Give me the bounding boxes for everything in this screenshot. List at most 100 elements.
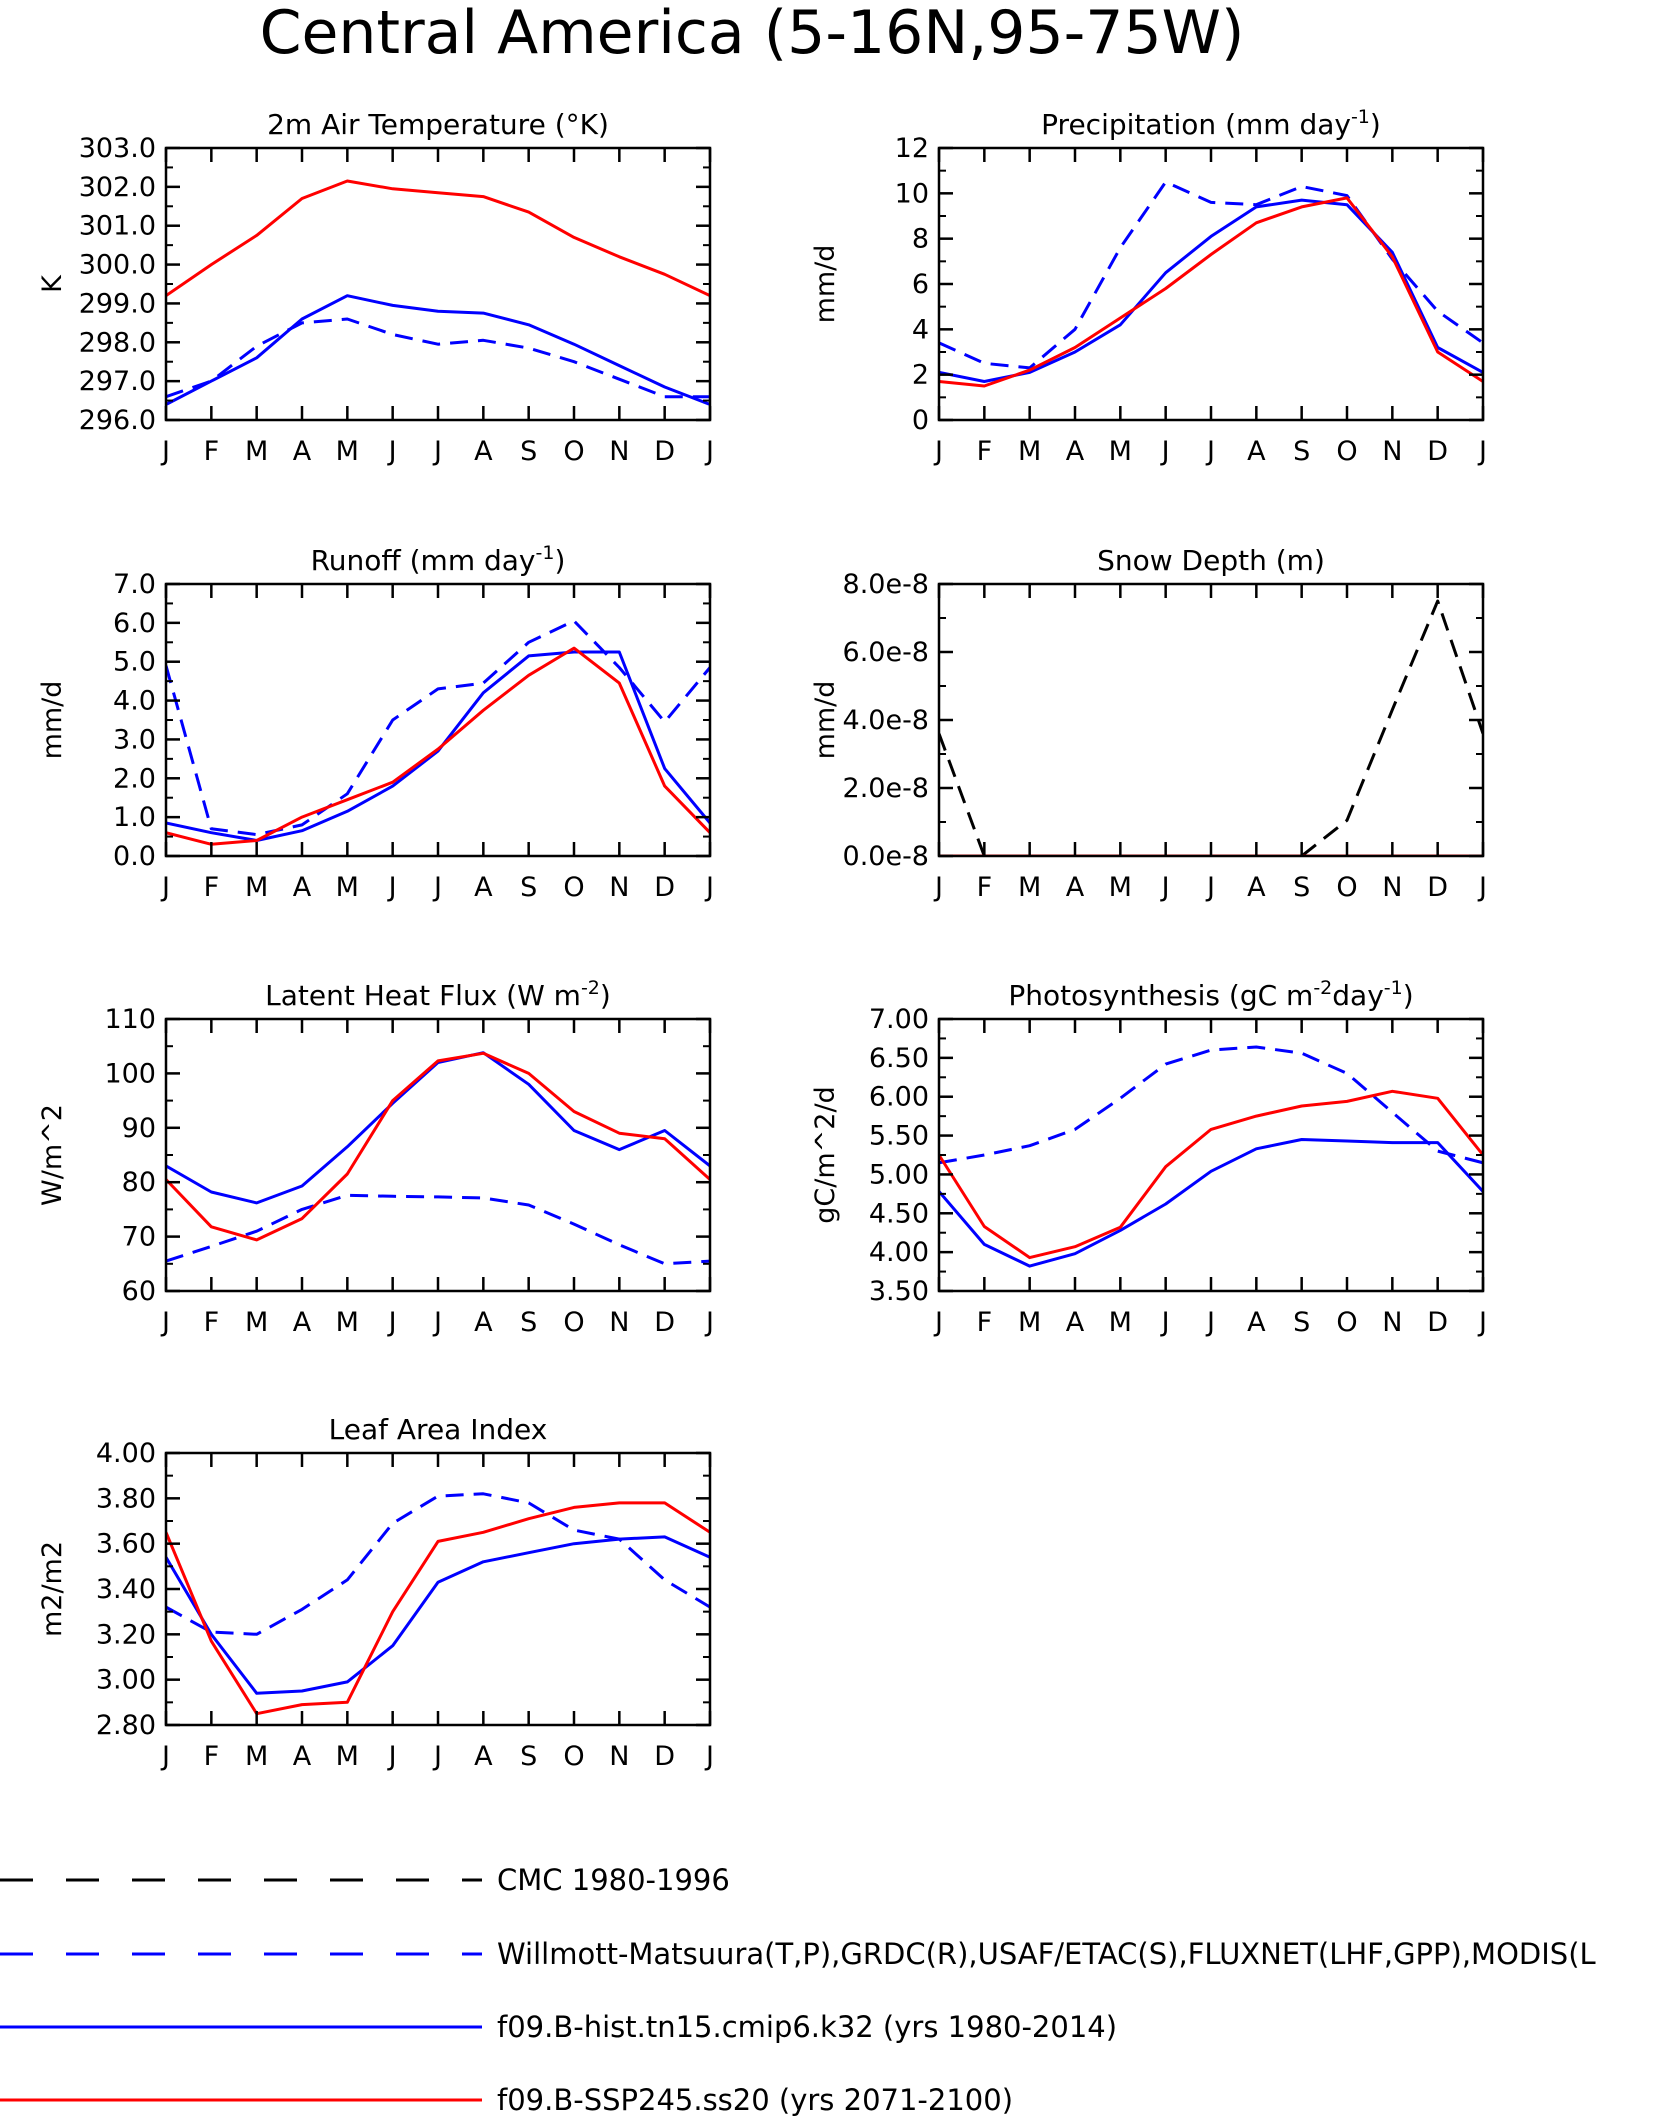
x-tick-label: O: [563, 436, 584, 467]
x-tick-label: M: [1109, 872, 1132, 903]
x-tick-label: M: [336, 436, 359, 467]
x-tick-label: S: [1293, 1307, 1310, 1338]
y-tick-label: 10: [895, 178, 929, 209]
x-tick-label: A: [474, 1741, 493, 1772]
chart-panels: 2m Air Temperature (°K) Willmott-Matsuura…: [37, 106, 1487, 1772]
y-tick-label: 3.60: [96, 1529, 156, 1560]
x-tick-label: D: [654, 1307, 675, 1338]
x-tick-label: J: [387, 436, 397, 467]
legend-label-cmc: CMC 1980-1996: [497, 1863, 730, 1897]
panel-title-text-mid: day: [1332, 979, 1384, 1012]
x-tick-label: F: [204, 1307, 220, 1338]
panel-title-text-end: ): [1370, 108, 1381, 141]
x-tick-label: D: [1427, 1307, 1448, 1338]
y-tick-label: 302.0: [79, 172, 156, 203]
panel-4: Snow Depth (m) CMC 1980-1996f09.B-hist.tn…: [810, 544, 1487, 903]
main-title: Central America (5-16N,95-75W): [260, 0, 1245, 68]
legend: CMC 1980-1996 Willmott-Matsuura(T,P),GRDC…: [0, 1863, 1596, 2117]
panel-title-superscript: -2: [1313, 977, 1332, 999]
y-tick-label: 296.0: [79, 405, 156, 436]
panel-title-text: Snow Depth (m): [1097, 544, 1325, 577]
x-tick-label: A: [1066, 872, 1085, 903]
panel-title-text: Latent Heat Flux (W m: [265, 979, 581, 1012]
panel-title: Snow Depth (m): [1097, 544, 1325, 577]
y-tick-label: 7.00: [869, 1004, 929, 1035]
y-tick-label: 6.0e-8: [843, 637, 929, 668]
series-group: CMC 1980-1996f09.B-hist.tn15.cmip6.k32 (…: [939, 599, 1483, 857]
series-group: Willmott-Matsuura(T,P),GRDC(R),USAF/ETAC…: [166, 1492, 710, 1716]
panel-title-text: 2m Air Temperature (°K): [267, 108, 609, 141]
y-tick-label: 4.0: [113, 686, 156, 717]
x-tick-label: O: [563, 1741, 584, 1772]
panel-title-text: Precipitation (mm day: [1041, 108, 1351, 141]
y-tick-label: 299.0: [79, 288, 156, 319]
x-tick-label: J: [1160, 872, 1170, 903]
panel-title-superscript: -1: [1351, 106, 1370, 128]
x-tick-label: D: [654, 436, 675, 467]
y-tick-label: 3.20: [96, 1619, 156, 1650]
x-tick-label: J: [933, 872, 943, 903]
x-tick-label: A: [1066, 436, 1085, 467]
y-tick-label: 110: [104, 1004, 156, 1035]
x-tick-label: D: [1427, 872, 1448, 903]
panel-title-text-end: ): [1403, 979, 1414, 1012]
y-tick-label: 4.00: [96, 1438, 156, 1469]
series-group: Willmott-Matsuura(T,P),GRDC(R),USAF/ETAC…: [166, 1051, 710, 1266]
panel-title: Precipitation (mm day-1): [1041, 106, 1381, 141]
y-tick-label: 3.0: [113, 724, 156, 755]
x-tick-label: A: [293, 872, 312, 903]
x-tick-label: N: [1382, 436, 1402, 467]
y-tick-label: 8.0e-8: [843, 569, 929, 600]
y-axis-label: gC/m^2/d: [810, 1086, 841, 1223]
y-tick-label: 12: [895, 133, 929, 164]
x-tick-label: S: [520, 872, 537, 903]
x-tick-label: M: [336, 1307, 359, 1338]
series-line-obs: Willmott-Matsuura(T,P),GRDC(R),USAF/ETAC…: [166, 317, 710, 399]
series-line-hist: f09.B-hist.tn15.cmip6.k32 (yrs 1980-2014…: [166, 650, 710, 842]
x-tick-label: S: [520, 1307, 537, 1338]
x-tick-label: N: [609, 1307, 629, 1338]
x-tick-label: J: [160, 1741, 170, 1772]
legend-label-obs: Willmott-Matsuura(T,P),GRDC(R),USAF/ETAC…: [497, 1937, 1596, 1971]
x-tick-label: O: [563, 1307, 584, 1338]
y-tick-label: 2.0: [113, 763, 156, 794]
y-tick-label: 2.80: [96, 1710, 156, 1741]
series-line-obs: Willmott-Matsuura(T,P),GRDC(R),USAF/ETAC…: [166, 619, 710, 837]
x-tick-label: S: [520, 1741, 537, 1772]
x-tick-label: J: [933, 436, 943, 467]
x-tick-label: M: [336, 872, 359, 903]
x-tick-label: M: [245, 872, 268, 903]
y-tick-label: 300.0: [79, 250, 156, 281]
x-tick-label: F: [204, 872, 220, 903]
panel-3: Runoff (mm day-1) Willmott-Matsuura(T,P),…: [37, 542, 714, 903]
y-axis-label: mm/d: [810, 245, 841, 324]
x-tick-label: D: [654, 1741, 675, 1772]
x-tick-label: J: [704, 1741, 714, 1772]
panel-title-superscript: -2: [581, 977, 600, 999]
x-tick-label: M: [1018, 1307, 1041, 1338]
x-tick-label: A: [293, 1307, 312, 1338]
y-axis-label: mm/d: [810, 681, 841, 760]
y-tick-label: 2: [912, 360, 929, 391]
y-tick-label: 0.0: [113, 841, 156, 872]
plot-frame: [937, 146, 1485, 422]
series-line-hist: f09.B-hist.tn15.cmip6.k32 (yrs 1980-2014…: [166, 1535, 710, 1695]
panel-title-superscript: -1: [536, 542, 555, 564]
x-tick-label: J: [1160, 436, 1170, 467]
y-tick-label: 298.0: [79, 327, 156, 358]
x-tick-label: N: [609, 1741, 629, 1772]
x-tick-label: M: [245, 1307, 268, 1338]
panel-7: Leaf Area Index Willmott-Matsuura(T,P),GR…: [37, 1413, 714, 1772]
y-axis-label: mm/d: [37, 681, 68, 760]
x-tick-label: M: [245, 1741, 268, 1772]
x-tick-label: A: [1247, 436, 1266, 467]
x-tick-label: J: [160, 1307, 170, 1338]
plot-frame: [937, 582, 1485, 858]
x-tick-label: N: [609, 436, 629, 467]
panel-title: Photosynthesis (gC m-2day-1): [1008, 977, 1413, 1012]
x-tick-label: M: [1018, 436, 1041, 467]
y-tick-label: 80: [122, 1167, 156, 1198]
series-line-obs: Willmott-Matsuura(T,P),GRDC(R),USAF/ETAC…: [939, 1045, 1483, 1165]
x-tick-label: D: [1427, 436, 1448, 467]
x-tick-label: A: [293, 1741, 312, 1772]
